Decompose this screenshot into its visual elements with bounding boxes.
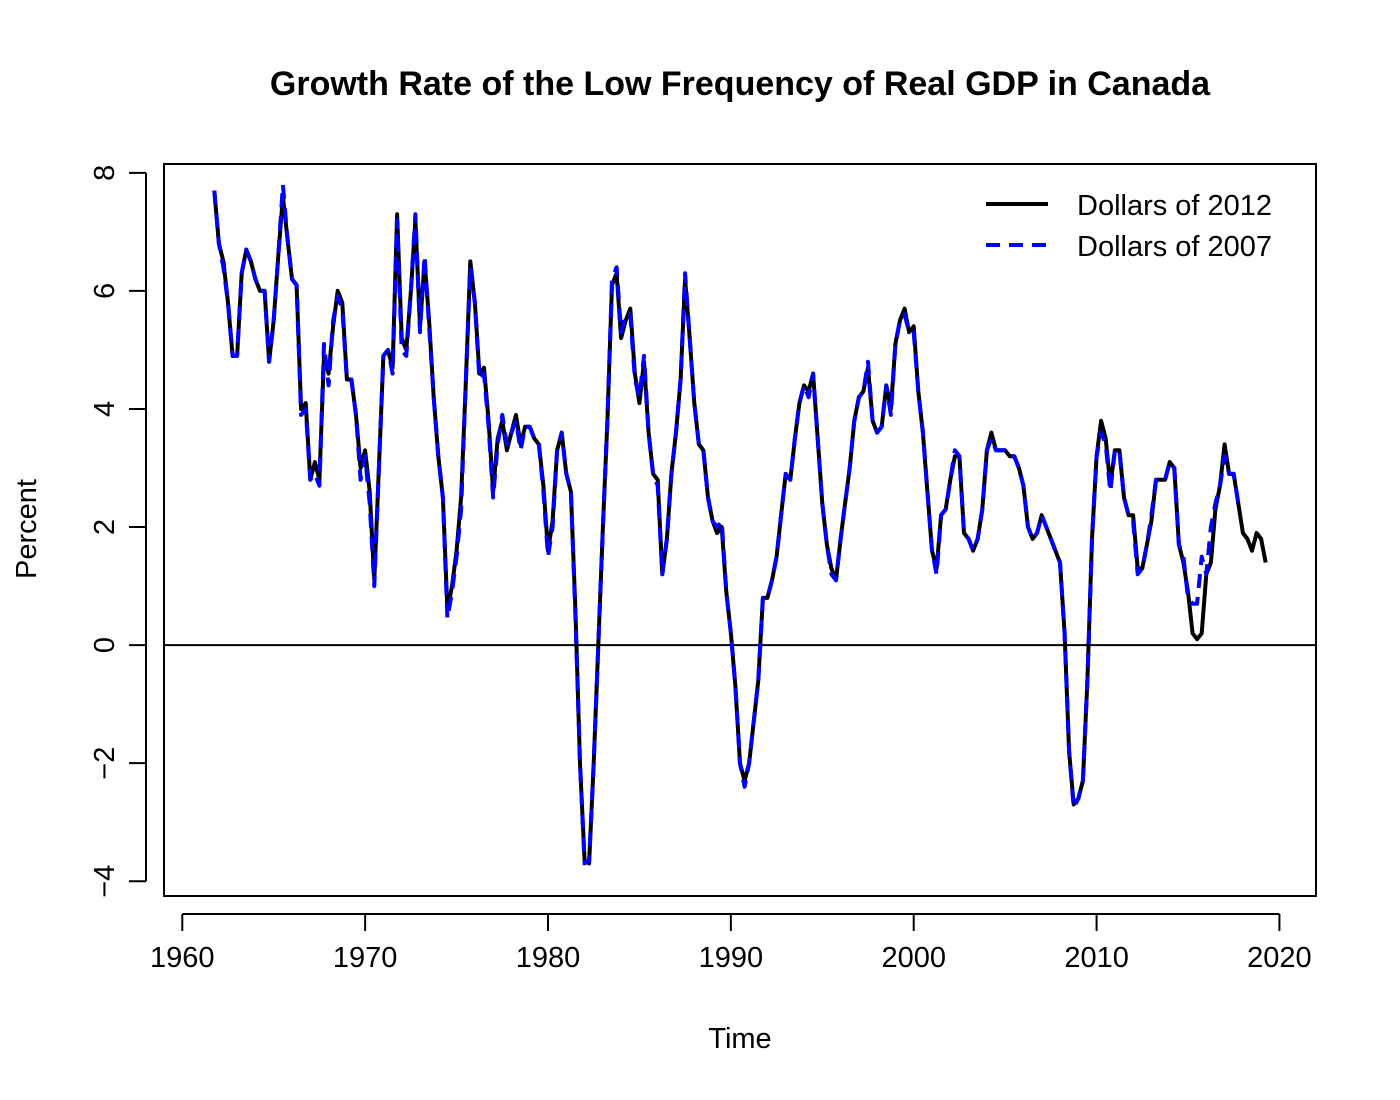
y-axis-label: Percent — [11, 479, 43, 579]
legend: Dollars of 2012 Dollars of 2007 — [986, 190, 1272, 263]
y-tick-label--4: −4 — [89, 865, 121, 898]
x-tick-label-1970: 1970 — [333, 942, 398, 974]
x-tick-label-1980: 1980 — [516, 942, 581, 974]
y-tick-label-6: 6 — [89, 283, 121, 299]
series-line-dollars-2007 — [212, 182, 1241, 866]
x-tick-label-1990: 1990 — [699, 942, 764, 974]
series-layer — [212, 182, 1268, 866]
legend-label-dollars-2012: Dollars of 2012 — [1077, 190, 1272, 222]
y-tick-label-2: 2 — [89, 519, 121, 535]
x-tick-label-1960: 1960 — [150, 942, 215, 974]
x-tick-label-2000: 2000 — [881, 942, 946, 974]
y-tick-label-0: 0 — [89, 637, 121, 653]
x-tick-label-2020: 2020 — [1247, 942, 1312, 974]
legend-label-dollars-2007: Dollars of 2007 — [1077, 231, 1272, 263]
y-tick-label--2: −2 — [89, 747, 121, 780]
y-tick-label-4: 4 — [89, 401, 121, 417]
x-tick-label-2010: 2010 — [1064, 942, 1129, 974]
plot-frame — [163, 163, 1317, 897]
y-tick-label-8: 8 — [89, 165, 121, 181]
y-axis: −4 −2 0 2 4 6 8 — [89, 165, 147, 898]
chart-title: Growth Rate of the Low Frequency of Real… — [270, 65, 1211, 103]
x-axis: 1960 1970 1980 1990 2000 2010 2020 — [150, 913, 1312, 974]
x-axis-label: Time — [708, 1023, 771, 1055]
